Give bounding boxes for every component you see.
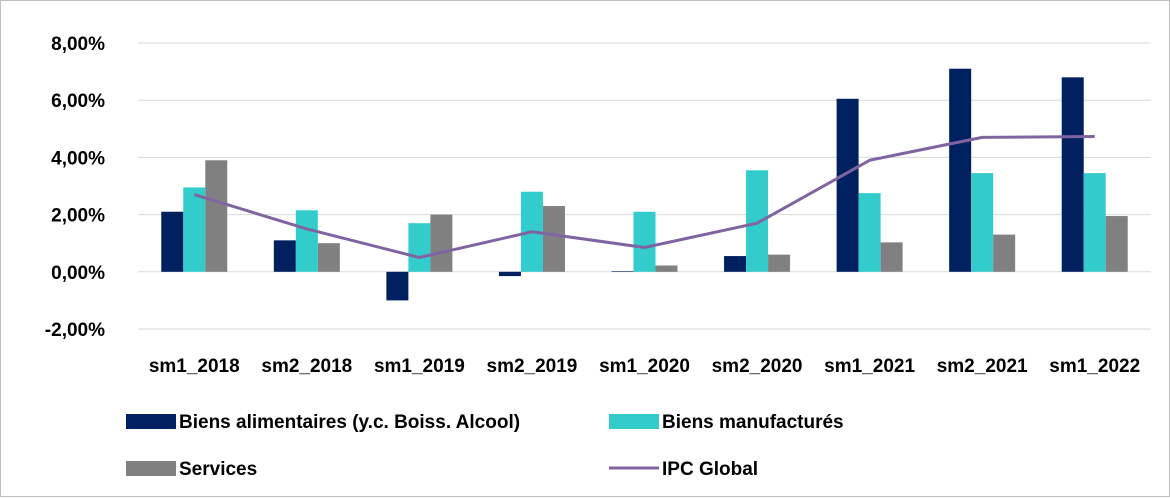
bar	[949, 68, 972, 272]
bar	[746, 170, 769, 272]
bar	[724, 256, 747, 272]
legend-label: Services	[179, 459, 257, 480]
bar	[858, 193, 881, 272]
bar	[498, 271, 521, 277]
legend-label: IPC Global	[662, 459, 758, 480]
legend-swatch	[126, 414, 176, 429]
legend-label: Biens manufacturés	[662, 412, 844, 433]
bar	[633, 211, 656, 272]
bar	[836, 98, 859, 272]
bar	[880, 242, 903, 272]
legend-label: Biens alimentaires (y.c. Boiss. Alcool)	[179, 412, 520, 433]
bar	[205, 160, 228, 272]
bar	[1105, 216, 1128, 272]
series-line	[193, 135, 1095, 259]
x-tick-label: sm1_2018	[149, 356, 240, 377]
x-tick-label: sm1_2021	[824, 356, 915, 377]
x-tick-label: sm2_2020	[712, 356, 803, 377]
x-axis-ticks: sm1_2018 sm2_2018 sm1_2019 sm2_2019 sm1_2020…	[149, 356, 1140, 377]
y-axis-ticks: -2,00% 0,00% 2,00% 4,00% 6,00% 8,00%	[45, 34, 105, 341]
bar	[611, 271, 634, 272]
bar	[273, 240, 296, 272]
bar	[430, 214, 453, 272]
x-tick-label: sm1_2019	[374, 356, 465, 377]
bar	[317, 243, 340, 272]
bars	[161, 68, 1128, 301]
x-tick-label: sm2_2018	[261, 356, 352, 377]
gridlines	[138, 42, 1151, 330]
y-tick-label: -2,00%	[45, 320, 105, 341]
legend-swatch	[609, 414, 659, 429]
x-tick-label: sm1_2020	[599, 356, 690, 377]
y-tick-label: 0,00%	[51, 263, 105, 284]
line-series	[193, 135, 1095, 259]
x-tick-label: sm2_2021	[937, 356, 1028, 377]
y-tick-label: 2,00%	[51, 206, 105, 227]
bar	[768, 254, 791, 272]
bar	[993, 234, 1016, 272]
y-tick-label: 4,00%	[51, 148, 105, 169]
bar	[295, 210, 318, 272]
bar	[408, 223, 431, 272]
bar	[542, 206, 565, 272]
legend-swatch	[126, 461, 176, 476]
x-tick-label: sm2_2019	[487, 356, 578, 377]
bar	[183, 187, 206, 272]
bar	[971, 173, 994, 272]
legend: Biens alimentaires (y.c. Boiss. Alcool) B…	[126, 412, 844, 480]
y-tick-label: 8,00%	[51, 34, 105, 55]
bar	[161, 211, 184, 272]
x-tick-label: sm1_2022	[1049, 356, 1140, 377]
bar	[1083, 173, 1106, 272]
bar	[386, 271, 409, 301]
bar	[655, 265, 678, 272]
bar	[1061, 77, 1084, 272]
y-tick-label: 6,00%	[51, 91, 105, 112]
